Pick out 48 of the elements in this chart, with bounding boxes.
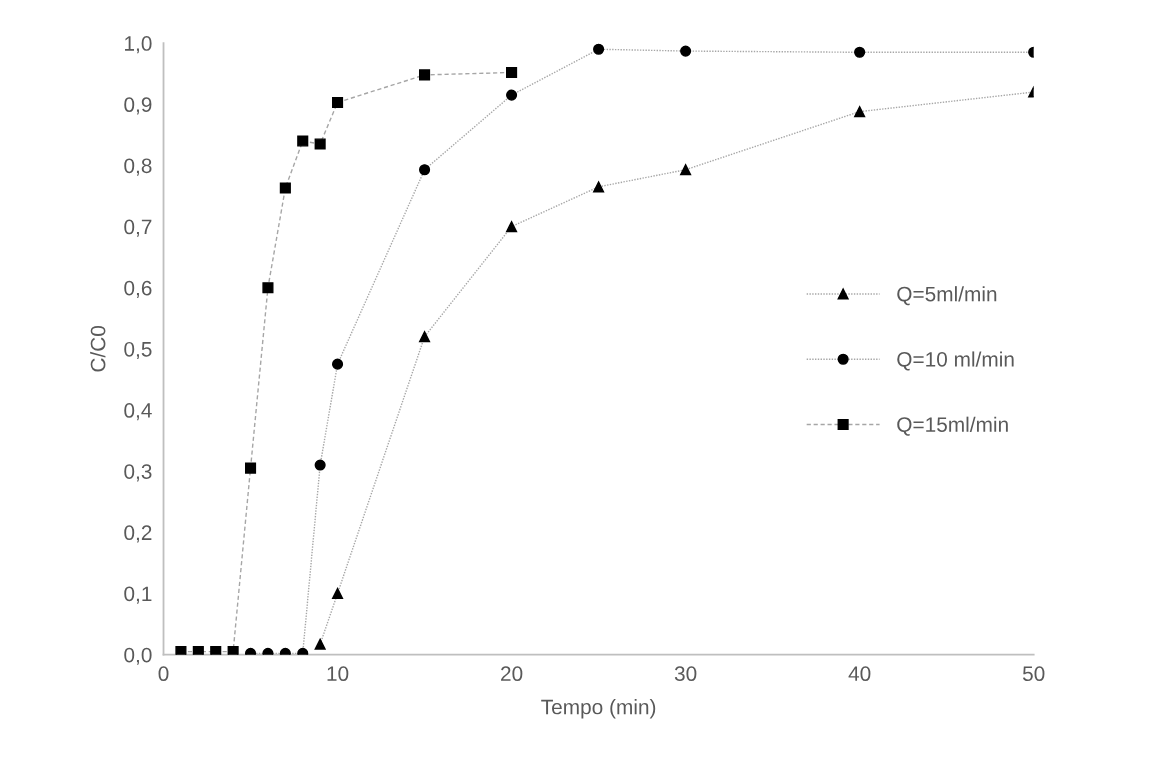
x-tick-label: 40 [848, 666, 871, 682]
point [419, 331, 431, 343]
point [506, 221, 518, 233]
point [262, 282, 274, 294]
x-tick-label: 50 [1022, 666, 1045, 682]
y-tick-label: 0,2 [124, 525, 152, 543]
y-tick-label: 0,8 [124, 158, 152, 176]
y-tick-label: 0,7 [124, 219, 152, 237]
y-tick-label: 0,3 [124, 464, 152, 482]
point [331, 587, 344, 600]
point [314, 138, 326, 150]
y-tick-label: 0,6 [124, 280, 152, 298]
x-tick-label: 20 [501, 666, 523, 682]
point [680, 164, 692, 176]
point [227, 646, 239, 655]
legend-label: Q=15ml/min [897, 416, 1008, 436]
point [192, 646, 204, 655]
x-tick-label: 0 [158, 666, 169, 682]
y-tick-label: 0,9 [124, 97, 152, 115]
point [331, 358, 344, 370]
y-tick-label: 0,1 [124, 586, 152, 604]
y-tick-label: 0,4 [124, 403, 152, 421]
point [297, 135, 309, 147]
point [419, 164, 431, 176]
y-axis-title: C/C0 [90, 325, 106, 372]
legend-label: Q=5ml/min [897, 286, 997, 306]
point [314, 459, 326, 471]
x-axis-title: Tempo (min) [541, 699, 656, 719]
x-tick-label: 30 [674, 666, 697, 682]
point [279, 182, 291, 194]
point [331, 96, 344, 108]
point [419, 69, 431, 81]
y-tick-label: 0,0 [124, 647, 152, 665]
point [680, 45, 692, 57]
y-tick-label: 0,5 [124, 341, 152, 360]
point [854, 106, 866, 118]
point [244, 462, 257, 474]
point [314, 638, 326, 650]
point [175, 646, 187, 655]
x-tick-label: 10 [327, 666, 349, 682]
point [854, 46, 866, 58]
point [593, 181, 605, 193]
y-tick-label: 1,0 [125, 36, 152, 54]
point [210, 646, 222, 655]
point [506, 66, 518, 79]
point [593, 43, 605, 55]
point [506, 89, 518, 101]
legend-label: Q=10 ml/min [897, 351, 1014, 371]
